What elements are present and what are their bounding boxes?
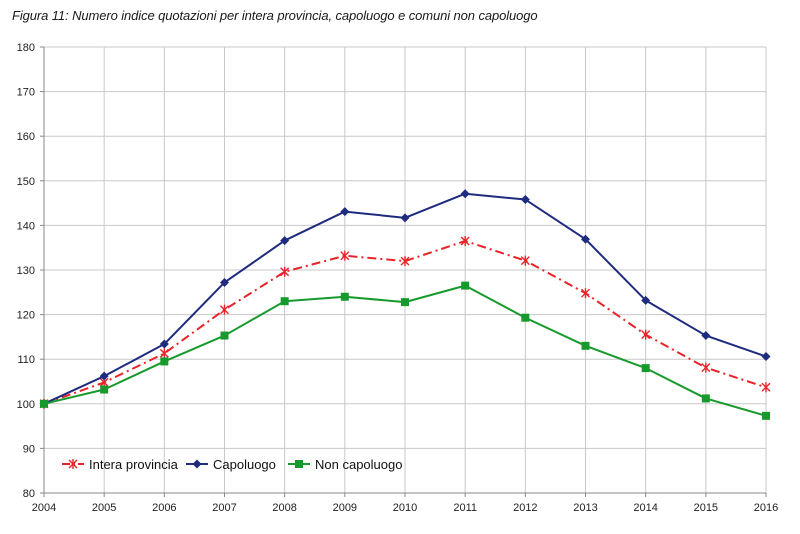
data-point [581, 234, 590, 244]
y-tick-label: 140 [17, 220, 35, 232]
data-point [521, 313, 530, 322]
y-tick-labels: 80 90 100 110 120 130 140 150 160 170 180 [17, 42, 35, 500]
data-point [160, 357, 169, 366]
data-point [220, 331, 229, 340]
data-point [520, 195, 530, 205]
data-point [220, 277, 229, 287]
y-tick-label: 150 [17, 176, 35, 188]
legend-marker [295, 460, 303, 468]
axes [40, 46, 767, 497]
data-point [280, 236, 290, 246]
y-tick-label: 100 [17, 399, 35, 411]
series-non-capoluogo [40, 281, 770, 420]
data-point [220, 304, 229, 315]
data-point [701, 394, 710, 403]
chart-title: Figura 11: Numero indice quotazioni per … [12, 8, 538, 23]
x-tick-label: 2010 [393, 502, 417, 514]
data-point [280, 297, 289, 306]
x-tick-label: 2013 [573, 502, 597, 514]
x-tick-label: 2007 [212, 502, 236, 514]
data-point [461, 281, 470, 290]
data-point [340, 207, 350, 217]
legend-label: Capoluogo [213, 457, 276, 472]
data-point [641, 364, 650, 373]
legend-marker [192, 459, 202, 469]
data-point [641, 329, 651, 340]
data-point [762, 411, 770, 420]
y-tick-label: 110 [17, 354, 35, 366]
y-tick-label: 90 [23, 443, 35, 455]
data-point [641, 295, 651, 305]
legend-label: Intera provincia [89, 457, 179, 472]
x-tick-labels: 2004 2005 2006 2007 2008 2009 2010 2011 2012 2013… [32, 502, 778, 514]
legend-item: Intera provincia [62, 457, 179, 472]
x-tick-label: 2008 [272, 502, 296, 514]
x-tick-label: 2012 [513, 502, 537, 514]
data-point [280, 266, 290, 277]
legend-item: Capoluogo [186, 457, 276, 472]
legend-item: Non capoluogo [288, 457, 402, 472]
series-group [39, 189, 771, 420]
data-point [460, 189, 470, 199]
data-point [400, 256, 410, 267]
x-tick-label: 2006 [152, 502, 176, 514]
data-point [340, 292, 349, 301]
x-tick-label: 2016 [754, 502, 778, 514]
data-point [159, 339, 169, 349]
x-tick-label: 2015 [694, 502, 718, 514]
data-point [100, 385, 109, 394]
x-tick-label: 2005 [92, 502, 116, 514]
data-point [159, 348, 169, 359]
y-tick-label: 120 [17, 310, 35, 322]
x-tick-label: 2014 [633, 502, 657, 514]
legend-marker [68, 459, 78, 469]
data-point [340, 250, 350, 261]
data-point [581, 288, 590, 299]
data-point [701, 331, 711, 341]
series-capoluogo [39, 189, 771, 409]
x-tick-label: 2009 [333, 502, 357, 514]
data-point [400, 213, 410, 223]
data-point [581, 341, 590, 350]
y-tick-label: 180 [17, 42, 35, 54]
data-point [460, 236, 470, 247]
data-point [701, 362, 711, 373]
data-point [401, 298, 409, 307]
data-point [761, 382, 771, 393]
y-tick-label: 80 [23, 488, 35, 500]
legend-label: Non capoluogo [315, 457, 402, 472]
x-tick-label: 2004 [32, 502, 56, 514]
y-tick-label: 160 [17, 131, 35, 143]
data-point [520, 255, 530, 266]
data-point [40, 399, 48, 408]
data-point [99, 371, 109, 381]
x-tick-label: 2011 [453, 502, 477, 514]
y-tick-label: 130 [17, 265, 35, 277]
data-point [761, 352, 771, 362]
legend: Intera provincia Capoluogo Non capoluogo [62, 457, 402, 472]
gridlines [44, 46, 767, 493]
y-tick-label: 170 [17, 87, 35, 99]
